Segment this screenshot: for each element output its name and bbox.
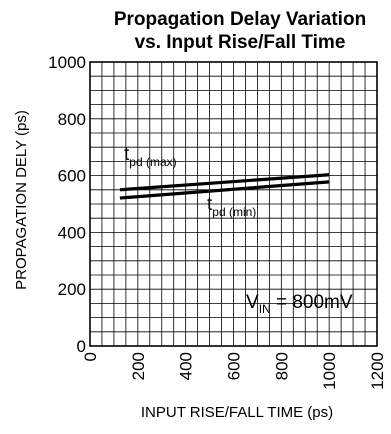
x-tick-label: 1000 bbox=[320, 352, 339, 390]
x-tick-label: 600 bbox=[225, 352, 244, 380]
y-tick-label: 1000 bbox=[48, 53, 86, 72]
chart-title-line-1: Propagation Delay Variation bbox=[114, 9, 366, 30]
annotation-tpd-min-main: t bbox=[207, 194, 213, 215]
x-tick-label: 800 bbox=[272, 352, 291, 380]
series-line-1 bbox=[119, 173, 330, 192]
x-axis-ticks: 0 200 400 600 800 1000 1200 bbox=[81, 352, 387, 390]
series-group bbox=[119, 173, 330, 200]
annotation-tpd-max: tpd (max) bbox=[124, 144, 177, 169]
plot-frame bbox=[89, 61, 378, 347]
x-tick-label: 1200 bbox=[368, 352, 387, 390]
annotation-tpd-max-main: t bbox=[124, 144, 130, 165]
x-axis-label: INPUT RISE/FALL TIME (ps) bbox=[141, 404, 333, 421]
x-tick-label: 200 bbox=[129, 352, 148, 380]
y-tick-label: 400 bbox=[58, 223, 86, 242]
annotation-vin-suffix: = 800mV bbox=[271, 292, 353, 313]
annotation-vin-sub: IN bbox=[259, 302, 271, 316]
y-axis-label: PROPAGATION DELY (ps) bbox=[13, 110, 30, 290]
x-tick-label: 0 bbox=[81, 352, 100, 361]
chart-title-line-2: vs. Input Rise/Fall Time bbox=[135, 32, 346, 53]
y-tick-label: 0 bbox=[77, 337, 86, 356]
annotation-vin: VIN = 800mV bbox=[246, 292, 353, 316]
annotation-tpd-min-sub: pd (min) bbox=[212, 205, 256, 219]
x-tick-label: 400 bbox=[177, 352, 196, 380]
y-tick-label: 600 bbox=[58, 167, 86, 186]
annotation-tpd-min: tpd (min) bbox=[207, 194, 256, 219]
grid bbox=[90, 62, 377, 346]
y-tick-label: 200 bbox=[58, 280, 86, 299]
annotation-tpd-max-sub: pd (max) bbox=[129, 155, 176, 169]
series-line-2 bbox=[119, 180, 330, 200]
y-tick-label: 800 bbox=[58, 110, 86, 129]
y-axis-ticks: 0 200 400 600 800 1000 bbox=[48, 53, 86, 356]
annotation-vin-main: V bbox=[246, 292, 259, 313]
